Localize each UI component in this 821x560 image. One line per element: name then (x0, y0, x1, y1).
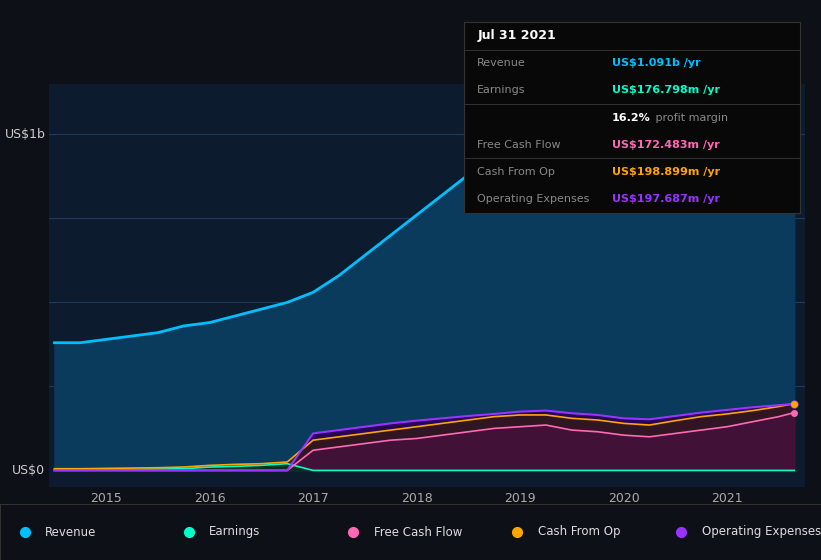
Text: US$172.483m /yr: US$172.483m /yr (612, 140, 720, 150)
Text: Operating Expenses: Operating Expenses (702, 525, 821, 539)
Text: US$1.091b /yr: US$1.091b /yr (612, 58, 700, 68)
Text: Revenue: Revenue (477, 58, 526, 68)
Text: US$198.899m /yr: US$198.899m /yr (612, 167, 720, 177)
Text: Free Cash Flow: Free Cash Flow (477, 140, 561, 150)
Text: Cash From Op: Cash From Op (538, 525, 620, 539)
Text: Operating Expenses: Operating Expenses (477, 194, 589, 204)
Text: US$176.798m /yr: US$176.798m /yr (612, 85, 720, 95)
Text: 16.2%: 16.2% (612, 113, 651, 123)
Text: US$1b: US$1b (5, 128, 45, 141)
Text: Jul 31 2021: Jul 31 2021 (477, 30, 556, 43)
Text: Cash From Op: Cash From Op (477, 167, 555, 177)
Text: profit margin: profit margin (653, 113, 728, 123)
Text: Revenue: Revenue (45, 525, 97, 539)
Text: US$197.687m /yr: US$197.687m /yr (612, 194, 720, 204)
Text: US$0: US$0 (12, 464, 45, 477)
Text: Earnings: Earnings (209, 525, 261, 539)
Text: Free Cash Flow: Free Cash Flow (374, 525, 462, 539)
Text: Earnings: Earnings (477, 85, 525, 95)
